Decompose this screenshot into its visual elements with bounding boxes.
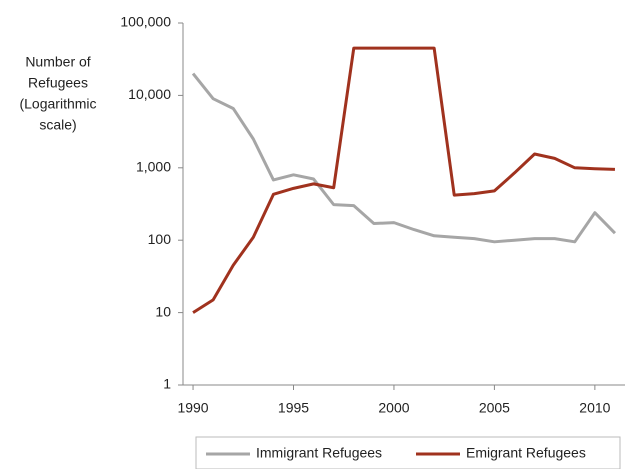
y-axis-title-line: Number of (25, 54, 90, 70)
y-axis-title-line: Refugees (28, 75, 88, 91)
y-tick-label: 10 (155, 303, 171, 319)
series-line (192, 46, 616, 314)
y-tick-label: 100,000 (120, 14, 171, 30)
y-axis-title: Number of Refugees (Logarithmic scale) (19, 54, 96, 133)
x-tick-label: 1990 (177, 400, 208, 416)
series-line (191, 72, 617, 244)
y-tick-label: 1,000 (136, 159, 171, 175)
y-tick-label: 100 (148, 231, 172, 247)
x-tick-label: 1995 (278, 400, 309, 416)
legend-label: Emigrant Refugees (466, 445, 586, 461)
y-axis-title-line: scale) (39, 117, 76, 133)
legend-label: Immigrant Refugees (256, 445, 382, 461)
y-axis-title-line: (Logarithmic (19, 96, 96, 112)
legend-box (195, 436, 621, 469)
x-tick-label: 2010 (579, 400, 610, 416)
y-tick-label: 1 (163, 376, 171, 392)
x-tick-label: 2005 (479, 400, 510, 416)
y-tick-label: 10,000 (128, 86, 171, 102)
x-tick-label: 2000 (378, 400, 409, 416)
